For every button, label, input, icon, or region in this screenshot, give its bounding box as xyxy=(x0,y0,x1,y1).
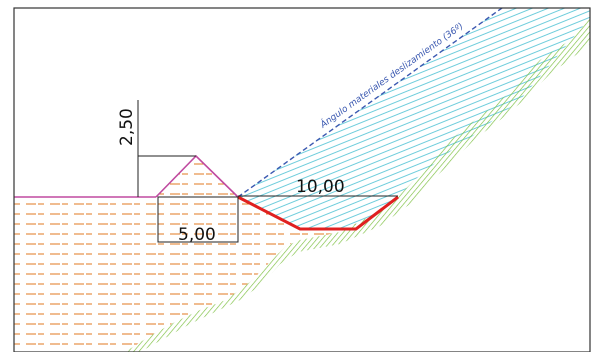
slide-angle-line xyxy=(237,8,503,198)
fill-body xyxy=(14,156,398,352)
height-label: 2,50 xyxy=(117,108,137,146)
trench-width-label: 10,00 xyxy=(296,177,345,197)
base-dim-box xyxy=(157,196,239,243)
trench-outline xyxy=(237,195,399,231)
base-width-label: 5,00 xyxy=(178,225,216,245)
drawing-frame xyxy=(13,7,591,352)
slide-wedge xyxy=(238,8,590,229)
